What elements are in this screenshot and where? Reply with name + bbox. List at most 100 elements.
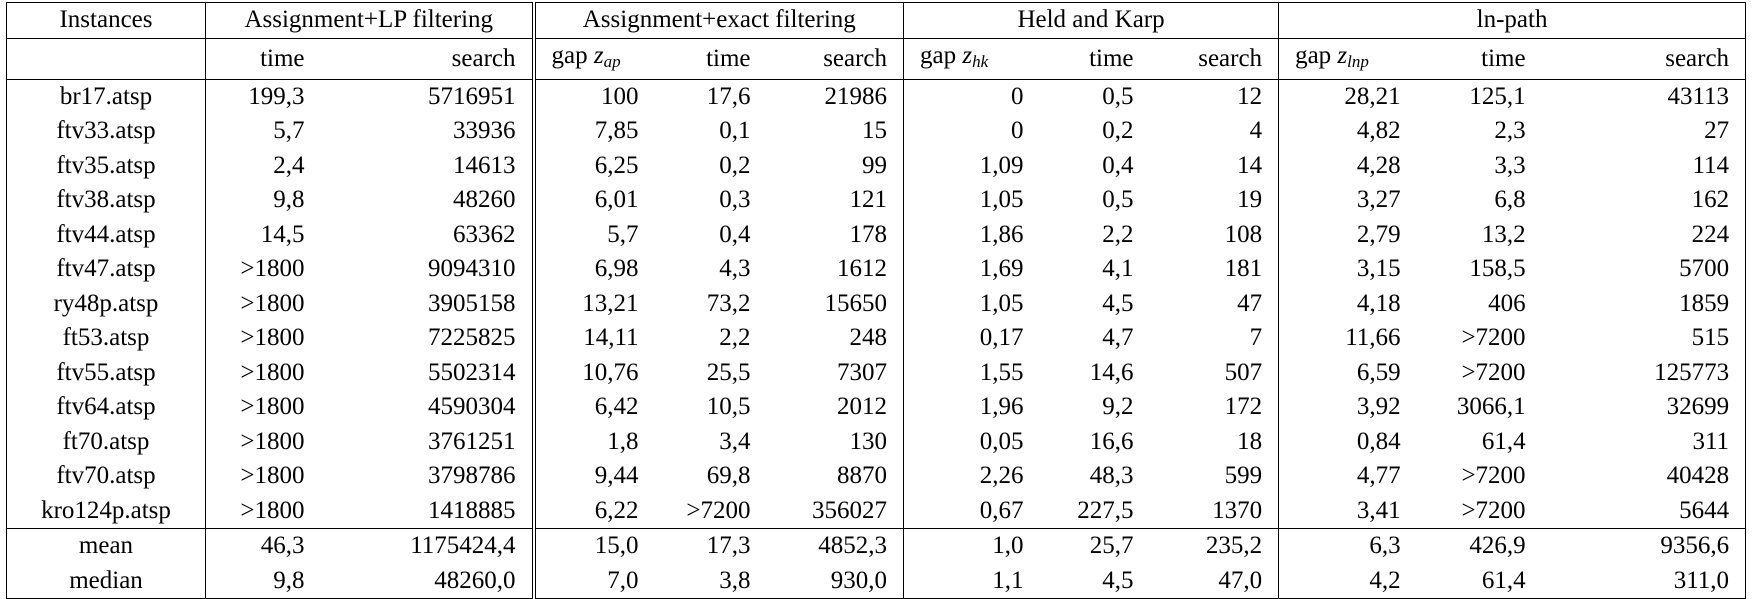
cell-hk-time: 48,3 [1089, 462, 1134, 490]
cell-exact-time: 0,4 [719, 220, 751, 248]
cell-lnp-time: 406 [1488, 289, 1526, 317]
cell-exact-search: 8870 [766, 459, 905, 494]
table-row: br17.atsp 199,3 5716951 100 17,6 21986 0 0,5 12 2… [6, 78, 1747, 114]
cell-lnp-search: 5644 [1541, 493, 1747, 529]
cell-hk-time: 0,5 [1102, 186, 1134, 214]
cell-exact-search: 930,0 [766, 563, 905, 599]
cell-lnp-time: 61,4 [1481, 427, 1526, 455]
cell-hk-search: 181 [1149, 252, 1280, 287]
cell-exact-time: 10,5 [706, 393, 751, 421]
cell-hk-time: 0,4 [1102, 151, 1134, 179]
cell-lnp-search: 32699 [1541, 390, 1747, 425]
cell-exact-search: 248 [766, 321, 905, 356]
cell-instance: median [6, 563, 206, 599]
cell-hk-search: 172 [1149, 390, 1280, 425]
results-table-container: Instances Assignment+LP filtering Assign… [6, 2, 1747, 599]
cell-instance: ry48p.atsp [6, 286, 206, 321]
cell-lp-time: >1800 [240, 289, 305, 317]
cell-exact-time: 0,2 [719, 151, 751, 179]
cell-exact-gap: 6,22 [531, 493, 655, 529]
cell-lnp-gap: 3,15 [1356, 255, 1401, 283]
cell-instance: ftv55.atsp [6, 355, 206, 390]
table-row: ftv64.atsp >1800 4590304 6,42 10,5 2012 1,96 9,… [6, 390, 1747, 425]
subheader-lp-search: search [320, 37, 534, 79]
cell-hk-search: 47 [1149, 286, 1280, 321]
cell-exact-time: 0,1 [719, 117, 751, 145]
header-assignment-lp: Assignment+LP filtering [205, 2, 534, 38]
cell-lnp-gap: 4,82 [1356, 117, 1401, 145]
cell-lp-search: 5716951 [320, 78, 534, 114]
cell-lnp-gap: 3,27 [1356, 186, 1401, 214]
header-row-groups: Instances Assignment+LP filtering Assign… [6, 2, 1747, 38]
cell-lp-time: 5,7 [273, 117, 305, 145]
cell-lnp-time: 158,5 [1469, 255, 1526, 283]
subheader-exact-gap: gap zap [531, 37, 655, 79]
cell-lp-time: 2,4 [273, 151, 305, 179]
cell-hk-search: 19 [1149, 183, 1280, 218]
cell-exact-gap: 14,11 [531, 321, 655, 356]
subheader-lp-time: time [205, 37, 321, 79]
cell-lnp-time: 61,4 [1416, 563, 1542, 599]
cell-exact-time: >7200 [686, 496, 751, 524]
cell-lnp-gap: 6,59 [1356, 358, 1401, 386]
cell-hk-search: 108 [1149, 217, 1280, 252]
cell-hk-search: 4 [1149, 114, 1280, 149]
cell-lnp-time: >7200 [1461, 324, 1526, 352]
cell-hk-search: 18 [1149, 424, 1280, 459]
cell-exact-time: 2,2 [719, 324, 751, 352]
cell-hk-gap: 0 [903, 78, 1040, 114]
cell-lp-time: 199,3 [205, 78, 321, 114]
cell-hk-time: 4,7 [1102, 324, 1134, 352]
cell-hk-gap: 0,17 [979, 324, 1024, 352]
table-row: kro124p.atsp >1800 1418885 6,22 >7200 356027 0… [6, 493, 1747, 529]
cell-exact-search: 4852,3 [766, 528, 905, 564]
cell-lnp-gap: 2,79 [1356, 220, 1401, 248]
table-body: br17.atsp 199,3 5716951 100 17,6 21986 0 0,5 12 2… [6, 78, 1747, 529]
cell-hk-search: 235,2 [1149, 528, 1280, 564]
cell-exact-time: 17,3 [654, 528, 767, 564]
cell-lnp-gap: 4,18 [1356, 289, 1401, 317]
table-row: ft70.atsp >1800 3761251 1,8 3,4 130 0,05 16,6 18… [6, 424, 1747, 459]
header-ln-path: ln-path [1278, 2, 1747, 38]
table-row: ft53.atsp >1800 7225825 14,11 2,2 248 0,17 4,7 7… [6, 321, 1747, 356]
cell-lp-search: 48260,0 [320, 563, 534, 599]
cell-exact-gap: 6,98 [531, 252, 655, 287]
table-summary: mean 46,3 1175424,4 15,0 17,3 4852,3 1,0 25,7 23… [6, 528, 1747, 599]
cell-exact-search: 2012 [766, 390, 905, 425]
cell-hk-time: 25,7 [1039, 528, 1150, 564]
cell-lp-time: >1800 [240, 255, 305, 283]
cell-lnp-search: 40428 [1541, 459, 1747, 494]
subheader-lnp-gap: gap zlnp [1278, 37, 1417, 79]
results-table: Instances Assignment+LP filtering Assign… [6, 2, 1747, 599]
table-row: ftv33.atsp 5,7 33936 7,85 0,1 15 0 0,2 4 4,82 2,3 2… [6, 114, 1747, 149]
cell-lnp-gap: 0,84 [1356, 427, 1401, 455]
cell-instance: ft53.atsp [6, 321, 206, 356]
cell-lp-time: >1800 [240, 393, 305, 421]
cell-lnp-search: 43113 [1541, 78, 1747, 114]
header-row-sub: time search gap zap time search gap zhk … [6, 37, 1747, 79]
summary-row: median 9,8 48260,0 7,0 3,8 930,0 1,1 4,5 47,0 4,2… [6, 563, 1747, 599]
cell-hk-gap: 1,05 [979, 289, 1024, 317]
table-row: ftv35.atsp 2,4 14613 6,25 0,2 99 1,09 0,4 14 4,28… [6, 148, 1747, 183]
cell-lnp-search: 311 [1541, 424, 1747, 459]
cell-lp-search: 33936 [453, 117, 516, 145]
cell-hk-gap: 1,86 [979, 220, 1024, 248]
cell-instance: ft70.atsp [6, 424, 206, 459]
cell-exact-time: 25,5 [706, 358, 751, 386]
subheader-lnp-time: time [1416, 37, 1542, 79]
cell-lnp-search: 9356,6 [1541, 528, 1747, 564]
cell-exact-search: 99 [766, 148, 905, 183]
cell-hk-time: 4,5 [1102, 289, 1134, 317]
subheader-hk-gap: gap zhk [903, 37, 1040, 79]
cell-instance: ftv33.atsp [6, 114, 206, 149]
cell-hk-time: 0,2 [1102, 117, 1134, 145]
cell-exact-search: 1612 [766, 252, 905, 287]
cell-lp-search: 3798786 [428, 462, 516, 490]
cell-hk-time: 2,2 [1102, 220, 1134, 248]
cell-instance: ftv64.atsp [6, 390, 206, 425]
cell-lp-search: 9094310 [428, 255, 516, 283]
cell-hk-gap: 1,55 [979, 358, 1024, 386]
cell-lnp-gap: 11,66 [1345, 324, 1401, 352]
cell-lp-time: >1800 [240, 427, 305, 455]
cell-instance: ftv47.atsp [6, 252, 206, 287]
